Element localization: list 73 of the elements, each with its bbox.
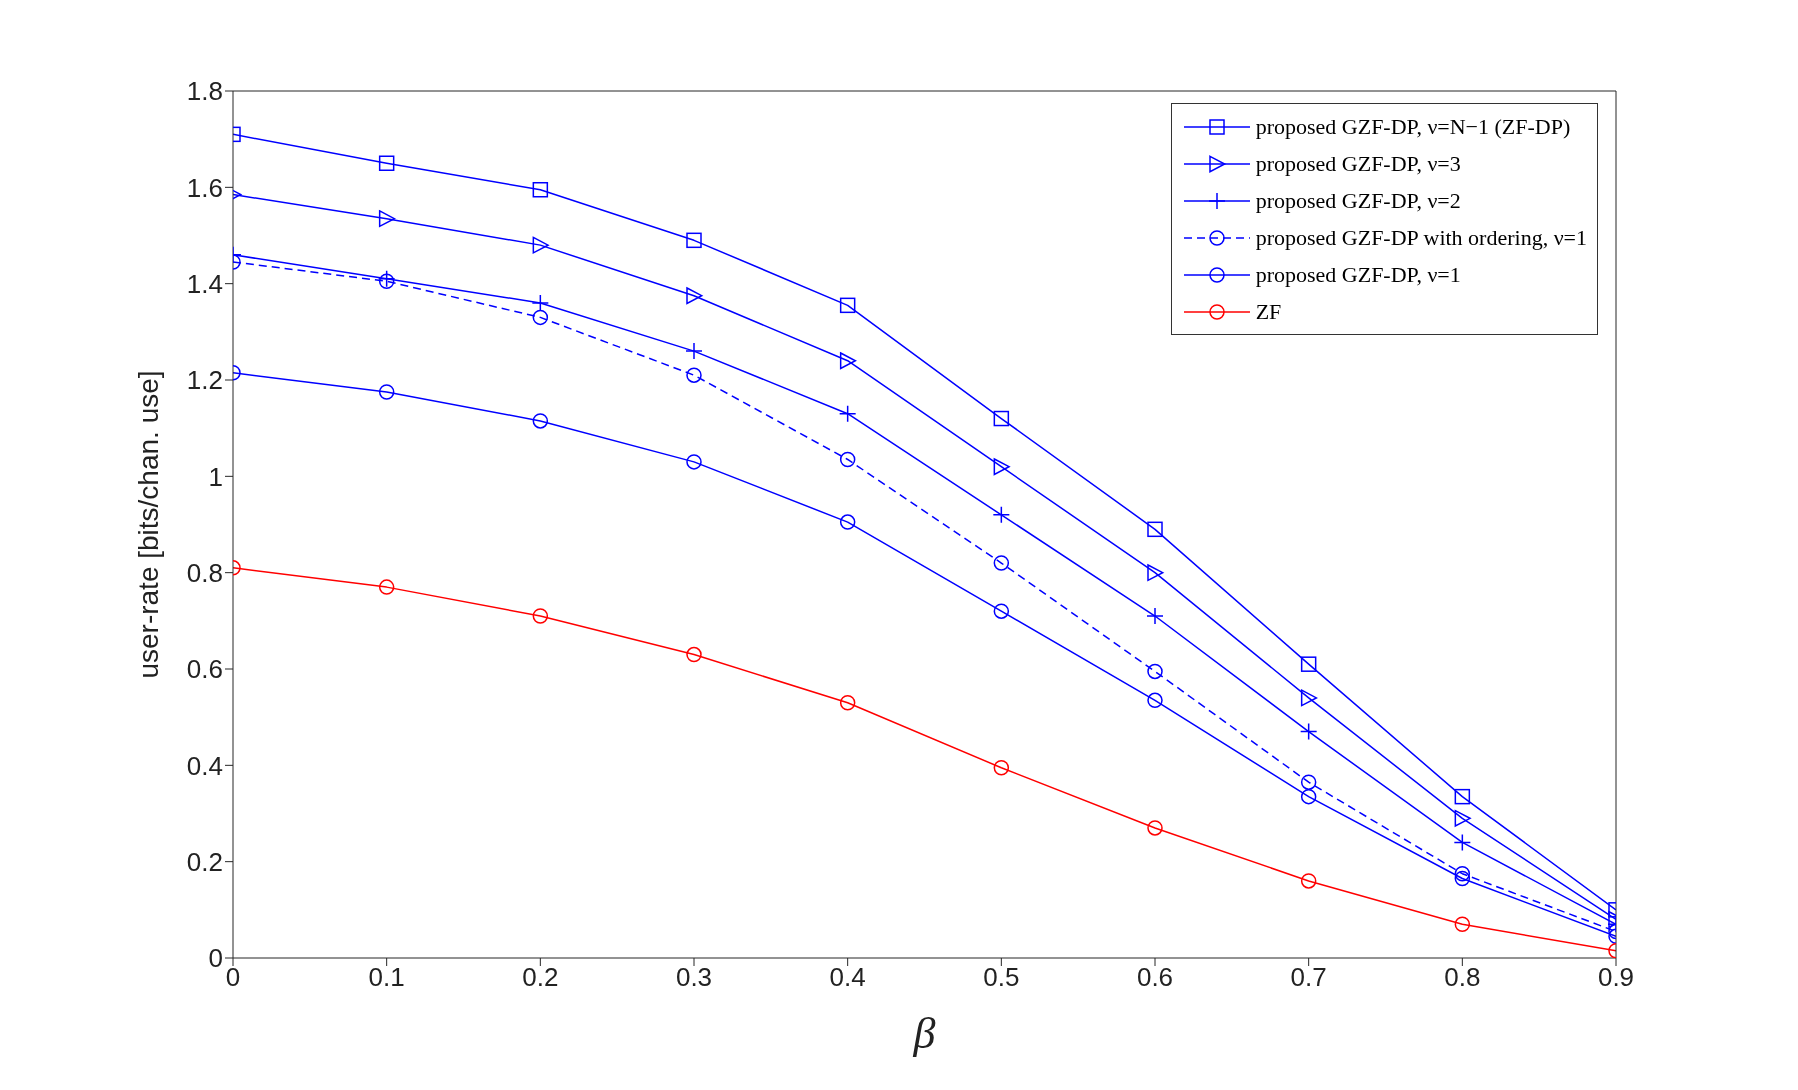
point: [838, 404, 857, 423]
point: [1300, 689, 1318, 707]
point: [1147, 692, 1163, 709]
x-tick-label: 0.9: [1597, 962, 1635, 993]
point: [839, 451, 856, 468]
y-tick-label: 0.2: [186, 846, 223, 877]
point: [378, 210, 396, 228]
point: [378, 579, 395, 595]
y-axis-title: user-rate [bits/chan. use]: [132, 370, 164, 679]
x-tick-label: 0.1: [368, 962, 405, 993]
point: [1454, 809, 1471, 827]
point: [839, 297, 856, 314]
y-tick-label: 1.2: [186, 365, 223, 396]
point: [1454, 788, 1471, 805]
legend-label: proposed GZF-DP with ordering, ν=1: [1255, 224, 1587, 251]
y-tick-label: 1.4: [186, 268, 223, 299]
point: [1299, 722, 1318, 741]
x-tick-label: 0.7: [1290, 962, 1327, 993]
legend-label: ZF: [1255, 298, 1282, 325]
y-tick-label: 0: [208, 943, 223, 974]
point: [532, 181, 549, 198]
point: [993, 759, 1010, 776]
point: [1300, 656, 1317, 672]
point: [532, 236, 549, 254]
x-tick-label: 0.6: [1136, 962, 1174, 993]
y-tick-label: 0.4: [186, 750, 223, 781]
point: [686, 646, 702, 663]
point: [531, 294, 550, 312]
point: [993, 603, 1010, 619]
point: [1454, 916, 1471, 933]
point: [685, 342, 703, 360]
point: [686, 367, 702, 383]
point: [839, 514, 856, 530]
point: [1147, 521, 1163, 538]
point: [1454, 865, 1471, 882]
y-tick-label: 0.8: [186, 557, 223, 588]
point: [993, 410, 1010, 427]
point: [839, 352, 857, 370]
point: [1146, 607, 1164, 625]
x-tick-label: 0.8: [1444, 962, 1481, 993]
legend-label: proposed GZF-DP, ν=N−1 (ZF-DP): [1255, 113, 1571, 140]
point: [1147, 820, 1163, 836]
x-tick-label: 0.4: [829, 962, 866, 993]
point: [839, 694, 856, 711]
point: [532, 309, 549, 326]
y-tick-label: 1.6: [186, 172, 223, 203]
point: [532, 413, 549, 429]
point: [1300, 774, 1317, 790]
point: [378, 384, 395, 400]
point: [686, 287, 703, 305]
point: [686, 232, 702, 249]
point: [992, 506, 1011, 524]
y-tick-label: 0.6: [186, 654, 223, 685]
point: [1454, 870, 1471, 887]
point: [993, 458, 1010, 476]
legend-label: proposed GZF-DP, ν=1: [1255, 261, 1461, 288]
x-axis-title: β: [912, 1009, 936, 1058]
point: [1453, 833, 1472, 852]
x-tick-label: 0.5: [983, 962, 1020, 993]
legend-label: proposed GZF-DP, ν=3: [1255, 150, 1461, 177]
point: [1147, 663, 1163, 680]
point: [1300, 788, 1317, 805]
x-tick-label: 0.2: [522, 962, 559, 993]
point: [532, 608, 549, 624]
point: [993, 555, 1010, 571]
point: [1300, 873, 1317, 889]
point: [686, 454, 702, 470]
point: [378, 155, 395, 171]
y-tick-label: 1: [208, 461, 223, 492]
point: [1147, 564, 1164, 582]
y-tick-label: 1.8: [186, 76, 223, 107]
x-tick-label: 0.3: [675, 962, 713, 993]
legend-label: proposed GZF-DP, ν=2: [1255, 187, 1461, 214]
